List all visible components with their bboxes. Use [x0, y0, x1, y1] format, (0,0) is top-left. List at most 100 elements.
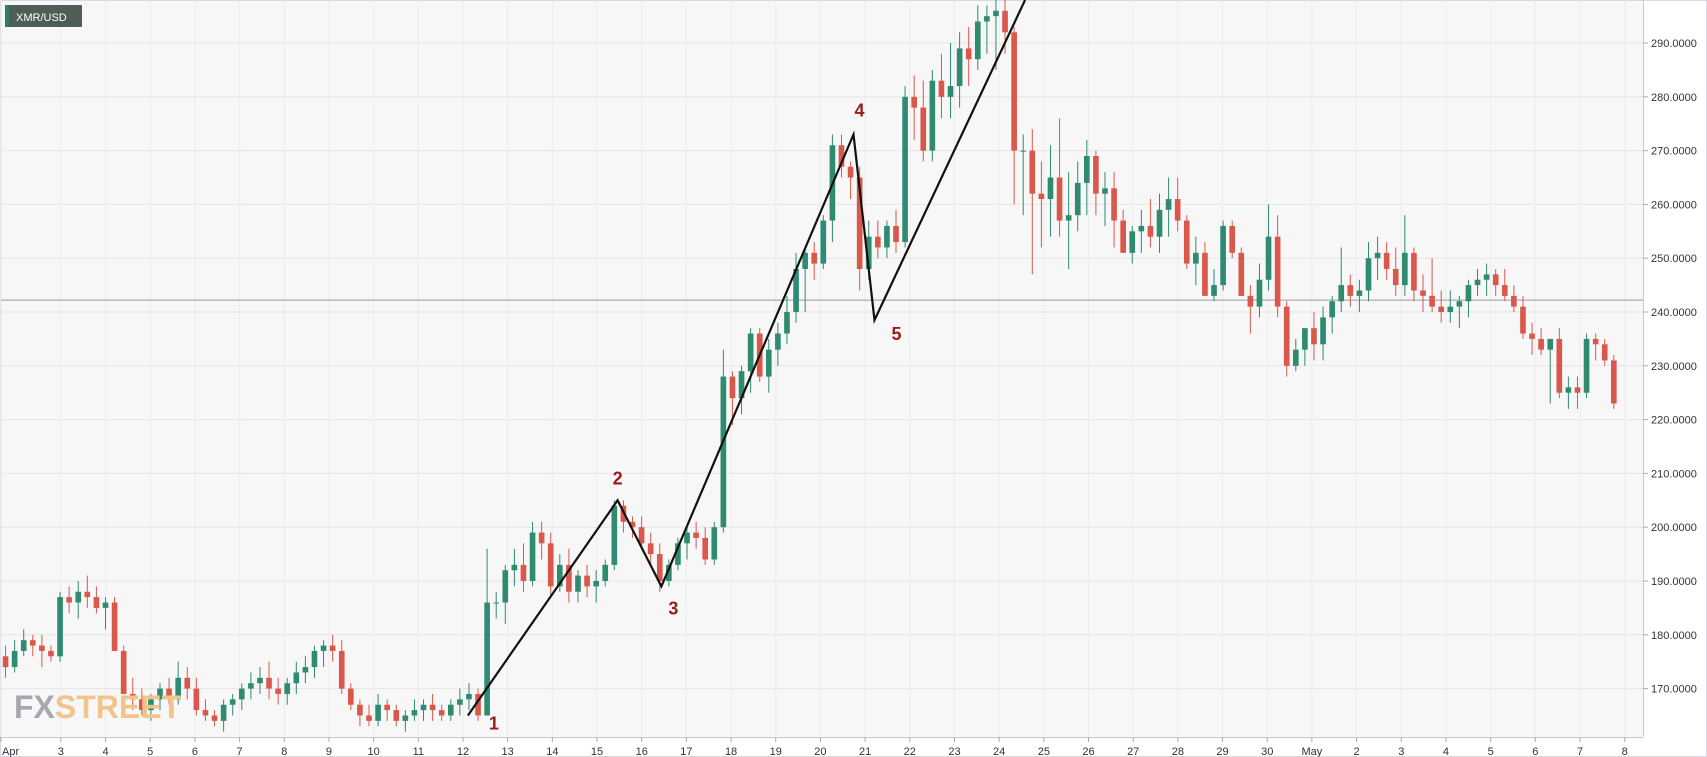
candle-body [820, 220, 827, 264]
candle [257, 667, 263, 694]
y-tick-label: 280.0000 [1651, 92, 1697, 104]
candle [202, 699, 209, 721]
candle-body [1038, 193, 1045, 200]
candle-body [238, 688, 245, 700]
candle [293, 661, 300, 694]
candle [1256, 263, 1263, 318]
candle-body [1129, 231, 1136, 253]
y-axis-ticks: 170.0000 180.0000 190.0000 200.0000 210.0000… [1643, 38, 1697, 696]
candle [884, 220, 890, 259]
candle-body [693, 532, 699, 538]
candle [411, 699, 418, 721]
x-tick-label: 8 [281, 746, 287, 757]
candle-body [466, 693, 472, 700]
candle [638, 516, 645, 549]
candle-body [1302, 328, 1308, 350]
candle [1520, 295, 1526, 339]
candle-body [1411, 252, 1417, 291]
x-tick-label: 13 [502, 746, 514, 757]
x-tick-label: 19 [770, 746, 782, 757]
candle [1238, 247, 1245, 296]
candle-body [811, 252, 818, 264]
candle [211, 710, 218, 727]
candle-body [1547, 338, 1554, 350]
candle-body [884, 225, 890, 248]
candle-body [66, 597, 72, 603]
candle-body [402, 715, 409, 721]
candle [1374, 236, 1381, 280]
candle [20, 629, 27, 657]
candle [1074, 161, 1081, 232]
candle-body [1156, 209, 1163, 237]
candle-body [484, 602, 490, 716]
candle-body [1111, 188, 1117, 221]
candle [1365, 242, 1372, 302]
symbol-label: XMR/USD [16, 12, 67, 24]
candle-body [893, 225, 899, 243]
candle [802, 247, 808, 313]
candle-body [157, 688, 163, 700]
candle-body [611, 505, 618, 565]
candle-body [629, 521, 636, 528]
candle [811, 242, 818, 280]
candle-body [48, 650, 54, 657]
candle [729, 371, 736, 425]
candle-body [1211, 285, 1217, 296]
wave-label-2: 2 [613, 468, 623, 488]
candle-body [266, 677, 272, 689]
candle [902, 86, 908, 248]
candle-body [248, 683, 254, 689]
candle-body [1438, 306, 1445, 313]
candle-body [511, 564, 518, 571]
candle [39, 634, 45, 668]
candle-body [702, 537, 709, 560]
candle [457, 688, 463, 716]
candle-body [302, 667, 309, 673]
candle-body [102, 602, 109, 608]
candle [738, 365, 745, 415]
candle-body [1374, 252, 1381, 259]
x-tick-label: 21 [859, 746, 871, 757]
candle [1483, 263, 1490, 296]
candle-body [148, 699, 154, 711]
candle [702, 527, 709, 565]
candle [429, 693, 436, 721]
candle [1438, 290, 1445, 323]
candle [1592, 333, 1599, 361]
candle-body [1447, 306, 1454, 313]
candle [965, 26, 972, 87]
candle-body [647, 543, 654, 555]
candle [520, 543, 527, 592]
candle-body [1583, 338, 1590, 393]
candle-body [1047, 177, 1054, 200]
candle [320, 640, 327, 668]
candle-body [593, 580, 599, 587]
candle-body [666, 564, 672, 581]
candle [1420, 274, 1426, 313]
candle-body [39, 645, 45, 651]
x-tick-label: 12 [457, 746, 469, 757]
x-tick-label: 5 [1488, 746, 1494, 757]
candle-body [1174, 199, 1181, 221]
candle [1011, 26, 1017, 205]
candle [1283, 301, 1290, 377]
candle [1447, 290, 1454, 323]
candle [593, 570, 599, 603]
y-tick-label: 220.0000 [1651, 415, 1697, 427]
candle-body [720, 376, 727, 528]
x-tick-label: 3 [58, 746, 64, 757]
candle-body [320, 645, 327, 651]
candle-body [1247, 295, 1254, 307]
candle [1383, 242, 1390, 280]
candle [1093, 150, 1099, 216]
candle-body [1220, 225, 1226, 286]
candle [566, 548, 572, 603]
candle-body [293, 672, 300, 684]
candle-body [1138, 225, 1145, 232]
candle [793, 252, 799, 323]
candle-body [1120, 220, 1126, 253]
candle-body [29, 640, 36, 646]
candle-body [457, 699, 463, 705]
candle-body [20, 640, 27, 651]
candle-body [1084, 156, 1090, 183]
